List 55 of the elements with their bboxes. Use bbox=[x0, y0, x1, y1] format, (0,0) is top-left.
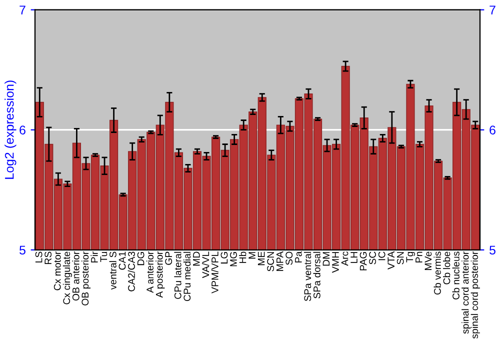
x-tick-label: LH bbox=[350, 252, 358, 263]
y2-tick-label: 5 bbox=[490, 246, 496, 255]
x-tick-label: SPa ventral bbox=[304, 252, 312, 302]
x-tick-label: ventral S bbox=[109, 252, 116, 290]
x-tick-label: Cx motor bbox=[54, 251, 61, 290]
x-tick-label: GP bbox=[165, 252, 172, 265]
x-tick-label: MD bbox=[193, 252, 200, 266]
x-tick-label: SO bbox=[286, 252, 293, 265]
x-tick-label: SPa dorsal bbox=[313, 252, 320, 298]
x-tick-label: OB posterior bbox=[81, 251, 91, 306]
x-tick-label: Cx cingulate bbox=[62, 252, 72, 304]
x-tick-label: VTA bbox=[388, 251, 394, 270]
x-tick-label: LS bbox=[35, 252, 42, 262]
x-tick-label: DM bbox=[322, 252, 330, 266]
x-tick-label: A posterior bbox=[156, 251, 165, 298]
x-tick-label: MVe bbox=[424, 252, 432, 270]
y2-tick-label: 7 bbox=[490, 6, 496, 14]
x-tick-label: M bbox=[248, 252, 256, 259]
y-tick-label: 5 bbox=[20, 246, 26, 255]
x-tick-label: Tu bbox=[100, 252, 108, 262]
y2-tick-label: 6 bbox=[490, 126, 496, 134]
y-tick-label: 7 bbox=[20, 6, 26, 14]
x-tick-label: spinal cord posterior bbox=[470, 251, 480, 339]
x-tick-label: CA1 bbox=[118, 252, 126, 270]
x-tick-label: Cb lobe bbox=[443, 252, 450, 284]
x-tick-label: Tg bbox=[406, 252, 415, 262]
x-tick-label: OB anterior bbox=[72, 251, 80, 301]
x-tick-label: Pir bbox=[90, 251, 98, 262]
x-tick-label: RS bbox=[44, 252, 52, 264]
y-axis-title: Log2 (expression) bbox=[4, 80, 16, 179]
x-tick-label: CPu lateral bbox=[174, 252, 182, 299]
x-tick-label: CA2/CA3 bbox=[128, 252, 135, 292]
x-tick-label: CPu medial bbox=[183, 252, 191, 302]
x-tick-label: SC bbox=[369, 252, 376, 264]
x-tick-label: Hb bbox=[239, 252, 246, 263]
x-tick-label: MG bbox=[230, 252, 237, 266]
y-tick-label: 6 bbox=[20, 126, 26, 134]
x-tick-label: SN bbox=[396, 252, 404, 264]
x-tick-label: Cb vermis bbox=[434, 252, 441, 295]
x-tick-label: Pa bbox=[295, 251, 302, 262]
x-tick-label: MPA bbox=[276, 251, 284, 271]
x-tick-label: PAG bbox=[360, 252, 367, 270]
x-tick-label: IC bbox=[378, 252, 386, 260]
x-tick-label: SCN bbox=[267, 252, 274, 272]
x-tick-label: VMH bbox=[332, 252, 339, 273]
x-tick-label: VA/VL bbox=[202, 252, 210, 278]
x-tick-label: spinal cord anterior bbox=[462, 251, 471, 334]
x-tick-label: Arc bbox=[341, 252, 348, 266]
x-tick-label: LG bbox=[220, 252, 228, 264]
x-tick-label: Pn bbox=[416, 252, 422, 262]
x-tick-label: DG bbox=[137, 252, 144, 266]
x-tick-label: Cb nucleus bbox=[452, 252, 460, 300]
x-tick-label: ME bbox=[258, 252, 265, 266]
x-tick-label: A anterior bbox=[146, 251, 154, 293]
x-tick-label: VPM/VPL bbox=[211, 252, 218, 294]
